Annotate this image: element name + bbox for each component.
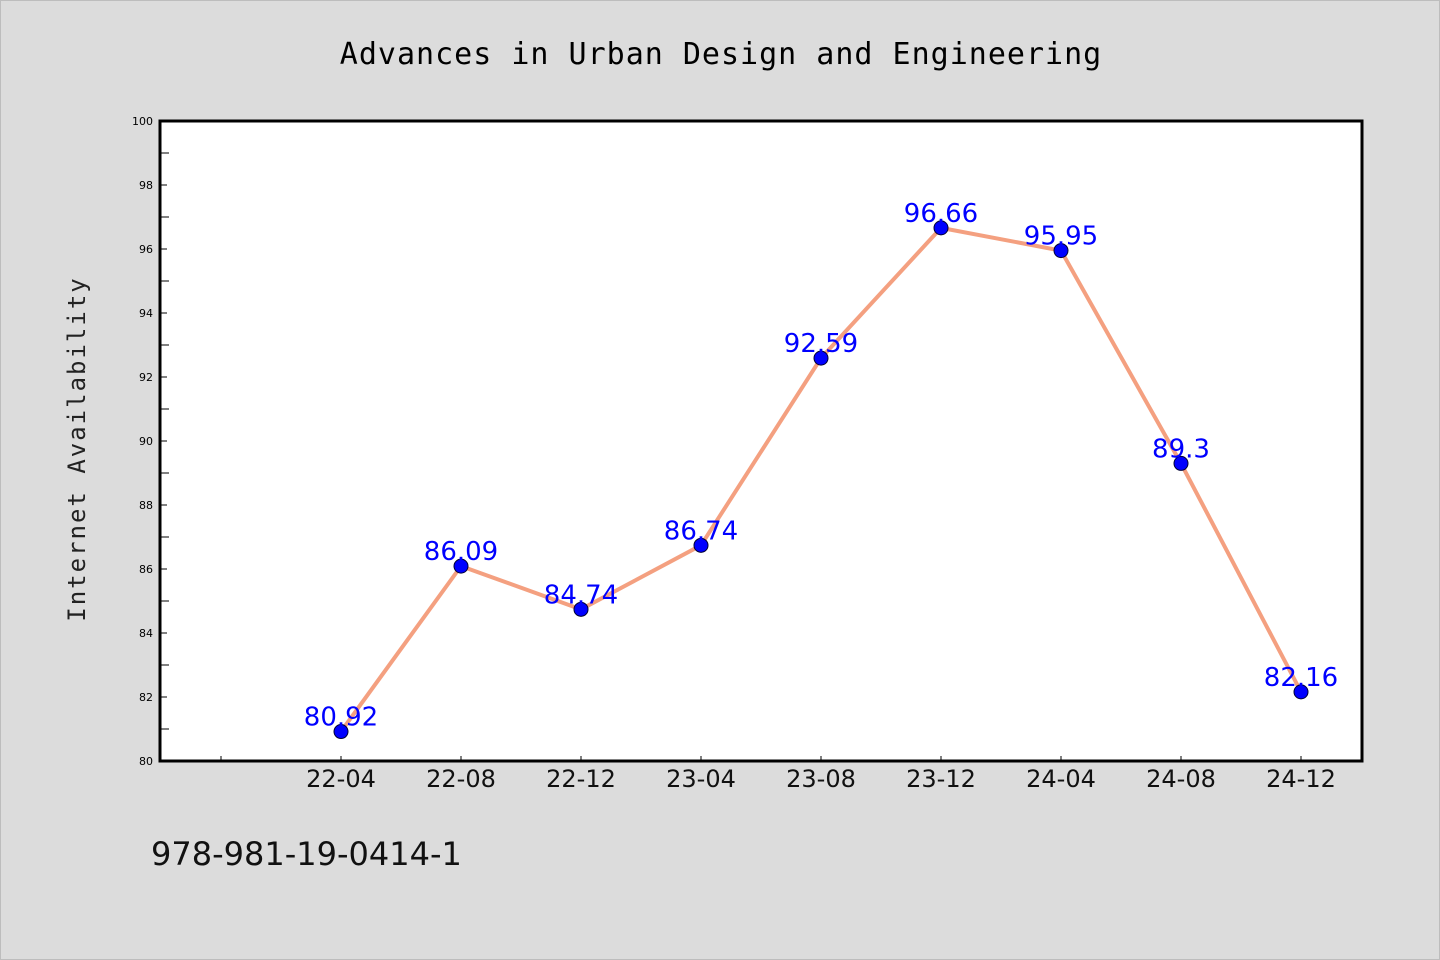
y-tick-label: 96 <box>139 243 153 256</box>
x-tick-label: 23-12 <box>906 765 976 793</box>
x-tick-label: 24-08 <box>1146 765 1216 793</box>
y-tick-label: 80 <box>139 755 153 768</box>
data-markers <box>333 220 1309 740</box>
data-point <box>453 558 469 574</box>
y-tick-label: 98 <box>139 179 153 192</box>
x-tick-label: 22-12 <box>546 765 616 793</box>
data-point <box>1293 684 1309 700</box>
data-label: 84.74 <box>544 580 618 610</box>
plot-area <box>158 119 1364 763</box>
isbn-text: 978-981-19-0414-1 <box>151 835 462 873</box>
y-tick-label: 94 <box>139 307 153 320</box>
y-tick-label: 84 <box>139 627 153 640</box>
data-label: 80.92 <box>304 703 378 733</box>
data-point <box>813 350 829 366</box>
y-tick-label: 92 <box>139 371 153 384</box>
x-tick-label: 23-04 <box>666 765 736 793</box>
x-tick-label: 24-04 <box>1026 765 1096 793</box>
data-label: 86.74 <box>664 516 738 546</box>
y-axis-label: Internet Availability <box>63 276 91 621</box>
data-point <box>933 220 949 236</box>
data-point <box>1173 455 1189 471</box>
data-label: 95.95 <box>1024 222 1098 252</box>
y-tick-label: 82 <box>139 691 153 704</box>
data-labels: 80.92 86.09 84.74 86.74 92.59 96.66 95.95 89.3 8… <box>304 199 1338 733</box>
data-label: 86.09 <box>424 537 498 567</box>
chart-title: Advances in Urban Design and Engineering <box>340 37 1102 72</box>
x-tick-label: 24-12 <box>1266 765 1336 793</box>
data-point <box>573 601 589 617</box>
y-tick-label: 100 <box>132 115 153 128</box>
y-tick-label: 90 <box>139 435 153 448</box>
data-label: 96.66 <box>904 199 978 229</box>
x-tick-label: 22-04 <box>306 765 376 793</box>
y-tick-label: 88 <box>139 499 153 512</box>
x-tick-label: 23-08 <box>786 765 856 793</box>
data-label: 89.3 <box>1152 434 1210 464</box>
data-label: 82.16 <box>1264 663 1338 693</box>
y-axis-ticks: 80 82 84 86 88 90 92 94 96 98 100 <box>132 115 169 768</box>
data-point <box>333 724 349 740</box>
data-point <box>693 537 709 553</box>
y-tick-label: 86 <box>139 563 153 576</box>
data-label: 92.59 <box>784 329 858 359</box>
x-axis-ticks: 22-04 22-08 22-12 23-04 23-08 23-12 24-04 24-08… <box>220 756 1336 793</box>
data-point <box>1053 243 1069 259</box>
x-tick-label: 22-08 <box>426 765 496 793</box>
